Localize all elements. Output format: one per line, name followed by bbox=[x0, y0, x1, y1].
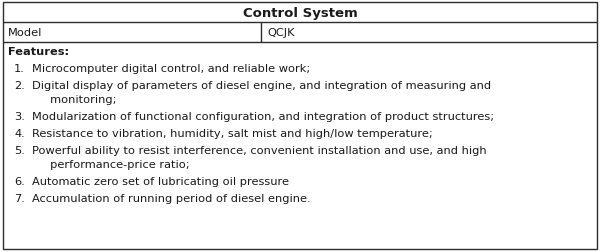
Text: Resistance to vibration, humidity, salt mist and high/low temperature;: Resistance to vibration, humidity, salt … bbox=[32, 129, 433, 138]
Text: Accumulation of running period of diesel engine.: Accumulation of running period of diesel… bbox=[32, 194, 311, 204]
Text: 2.: 2. bbox=[14, 81, 25, 91]
Text: 1.: 1. bbox=[14, 63, 25, 73]
Text: Modularization of functional configuration, and integration of product structure: Modularization of functional configurati… bbox=[32, 111, 494, 121]
Text: Features:: Features: bbox=[8, 47, 69, 57]
Text: 5.: 5. bbox=[14, 146, 25, 156]
Text: 7.: 7. bbox=[14, 194, 25, 204]
Text: 6.: 6. bbox=[14, 176, 25, 186]
Text: Model: Model bbox=[8, 28, 43, 38]
Text: Microcomputer digital control, and reliable work;: Microcomputer digital control, and relia… bbox=[32, 63, 310, 73]
Text: Control System: Control System bbox=[242, 7, 358, 19]
Text: Digital display of parameters of diesel engine, and integration of measuring and: Digital display of parameters of diesel … bbox=[32, 81, 491, 104]
Text: Powerful ability to resist interference, convenient installation and use, and hi: Powerful ability to resist interference,… bbox=[32, 146, 487, 169]
Text: QCJK: QCJK bbox=[268, 28, 295, 38]
Text: Automatic zero set of lubricating oil pressure: Automatic zero set of lubricating oil pr… bbox=[32, 176, 289, 186]
Text: 3.: 3. bbox=[14, 111, 25, 121]
Text: 4.: 4. bbox=[14, 129, 25, 138]
